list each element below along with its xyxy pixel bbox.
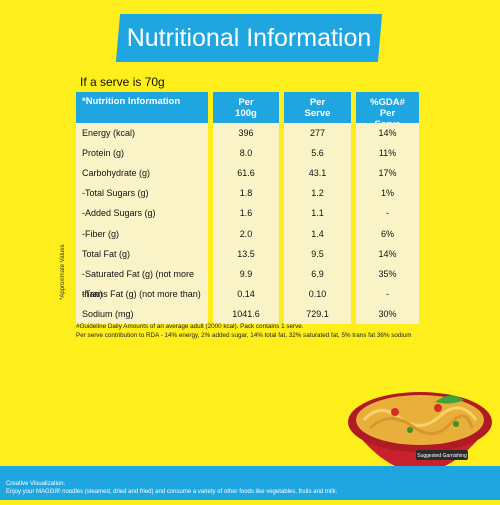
header-gda: %GDA# Per Serve [356,92,419,130]
per100-value: 396 [238,128,254,138]
header-per100-label: Per 100g [235,97,257,119]
gda-value: - [386,288,389,299]
gda-value: 35% [378,268,397,279]
perserve-value: 9.5 [311,248,324,259]
serve-info: If a serve is 70g [80,75,165,89]
per100-value: 0.14 [237,288,255,299]
col-bg-perserve [284,123,351,324]
bottom-note-2: Enjoy your MAGGI® noodles (steamed, drie… [6,489,338,495]
perserve-value: 1.4 [311,228,324,239]
table-row: Protein (g) 8.0 5.6 11% [76,143,419,163]
per100-value: 2.0 [239,228,253,239]
nutrient-label: -Saturated Fat (g) (not more than) [82,268,195,299]
per100-value: 9.9 [239,268,253,279]
per100-value: 1.6 [239,208,253,219]
perserve-value: 6.9 [311,268,324,279]
perserve-value: 1.2 [311,188,324,199]
table-row: -Added Sugars (g) 1.6 1.1 - [76,203,419,223]
gda-value: 11% [378,148,397,159]
header-nutrition: *Nutrition Information [76,92,208,123]
per100-value: 61.6 [237,168,255,179]
nutrient-label: Energy (kcal) [82,128,136,138]
col-bg-per100 [213,123,279,324]
footnote-gda: #Guideline Daily Amounts of an average a… [76,323,304,330]
table-row: -Fiber (g) 2.0 1.4 6% [76,224,419,244]
gda-value: 17% [378,168,397,179]
nutrient-label: Total Fat (g) [82,248,131,259]
nutrient-label: Sodium (mg) [82,308,134,319]
gda-value: 6% [380,228,394,239]
per100-value: 8.0 [239,148,253,159]
nutrient-label: -Trans Fat (g) (not more than) [82,288,201,299]
page-title: Nutritional Information [126,24,372,52]
gda-value: 14% [378,248,397,259]
table-row: -Total Sugars (g) 1.8 1.2 1% [76,183,419,203]
perserve-value: 0.10 [308,288,327,299]
table-row: Sodium (mg) 1041.6 729.1 30% [76,304,419,324]
gda-value: 1% [380,188,394,199]
nutrient-label: -Added Sugars (g) [82,208,156,219]
perserve-value: 1.1 [311,208,324,219]
header-perserve-label: Per Serve [304,97,331,119]
nutrient-label: Protein (g) [82,148,125,159]
per100-value: 1.8 [239,188,253,199]
nutrient-label: -Total Sugars (g) [82,188,149,199]
bottom-strip [0,466,500,500]
perserve-value: 277 [309,128,326,138]
gda-value: 14% [378,128,397,138]
perserve-value: 43.1 [308,168,327,179]
perserve-value: 5.6 [311,148,324,159]
bowl-label: Suggested Garnishing [417,453,467,459]
approximate-values-note: *Approximate Values [60,244,66,300]
gda-value: 30% [378,308,397,319]
bottom-note-1: Creative Visualization. [6,481,66,487]
table-row: Total Fat (g) 13.5 9.5 14% [76,244,419,264]
header-perserve: Per Serve [284,92,351,123]
table-row: Energy (kcal) 396 277 14% [76,123,419,143]
perserve-value: 729.1 [306,308,329,319]
table-row: Carbohydrate (g) 61.6 43.1 17% [76,163,419,183]
header-per100: Per 100g [213,92,279,123]
nutrient-label: Carbohydrate (g) [82,168,151,179]
col-bg-label [76,123,208,324]
col-bg-gda [356,123,419,324]
per100-value: 13.5 [237,248,255,259]
table-row: -Saturated Fat (g) (not more than) 9.9 6.9… [76,264,419,299]
footnote-rda: Per serve contribution to RDA - 14% ener… [76,332,412,339]
per100-value: 1041.6 [232,308,260,319]
nutrient-label: -Fiber (g) [82,228,120,239]
gda-value: - [386,208,389,219]
table-row: -Trans Fat (g) (not more than) 0.14 0.10 - [76,284,419,304]
header-nutrition-label: *Nutrition Information [82,96,181,107]
